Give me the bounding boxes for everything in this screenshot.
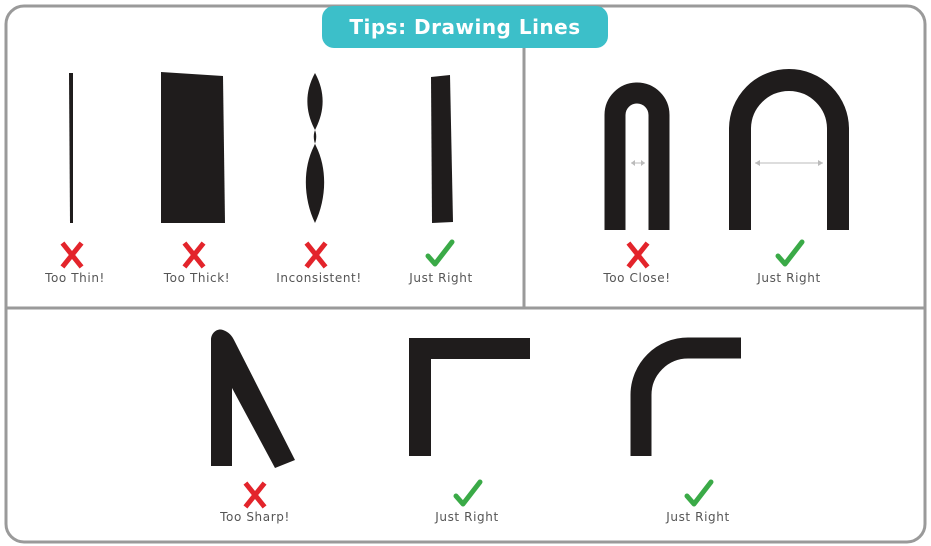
too-close-arrowheads: [631, 160, 645, 166]
caption-just-right: Just Right: [435, 510, 499, 524]
caption-too-thick: Too Thick!: [163, 271, 231, 285]
rounded-corner: [630, 337, 741, 456]
caption-too-sharp: Too Sharp!: [220, 510, 290, 524]
caption-inconsistent: Inconsistent!: [276, 271, 362, 285]
thickness-panel: [69, 72, 453, 223]
x-mark-icon: [60, 241, 84, 269]
too-thin-line: [69, 73, 73, 223]
x-mark-icon: [304, 241, 328, 269]
caption-too-close: Too Close!: [603, 271, 671, 285]
square-corner: [409, 338, 530, 456]
caption-just-right: Just Right: [666, 510, 730, 524]
just-right-arch: [729, 69, 849, 230]
just-right-line: [431, 75, 453, 223]
verdict-marks: [60, 239, 805, 509]
x-mark-icon: [626, 241, 650, 269]
check-mark-icon: [453, 479, 483, 507]
caption-too-thin: Too Thin!: [45, 271, 105, 285]
x-mark-icon: [182, 241, 206, 269]
inconsistent-line: [305, 73, 325, 223]
check-mark-icon: [425, 239, 455, 267]
caption-just-right: Just Right: [409, 271, 473, 285]
caption-just-right: Just Right: [757, 271, 821, 285]
check-mark-icon: [684, 479, 714, 507]
too-thick-line: [161, 72, 225, 223]
too-sharp-corner: [211, 329, 295, 468]
page-title: Tips: Drawing Lines: [322, 6, 608, 48]
check-mark-icon: [775, 239, 805, 267]
spacing-panel: [604, 69, 849, 230]
too-close-arch: [604, 82, 670, 230]
x-mark-icon: [243, 481, 267, 509]
corners-panel: [211, 329, 741, 468]
